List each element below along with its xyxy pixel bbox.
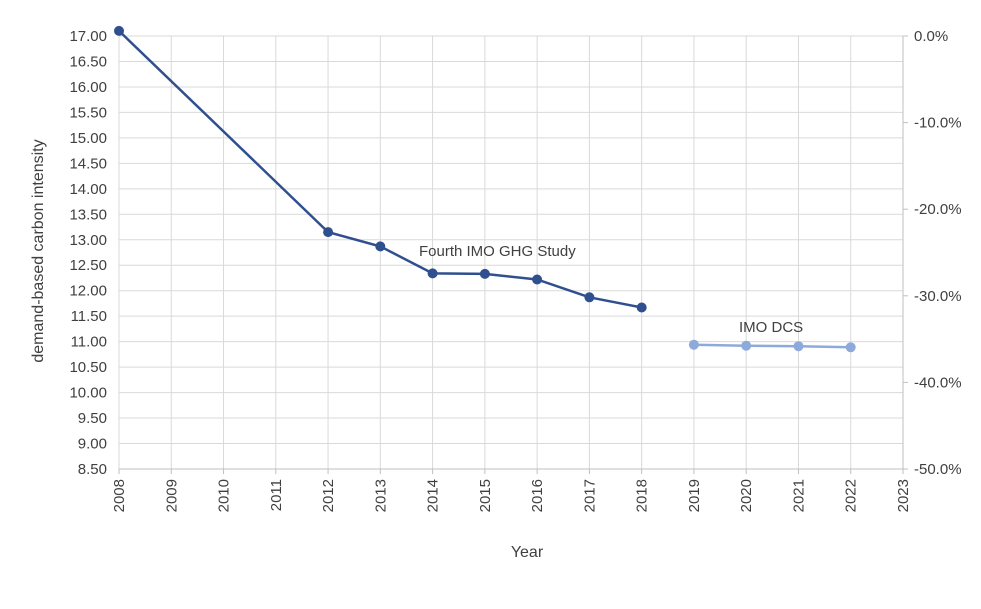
series-line-1 — [693, 343, 851, 349]
x-tick-label: 2014 — [425, 479, 442, 512]
data-point — [584, 292, 595, 303]
y2-tick-label: 0.0% — [914, 28, 948, 45]
x-tick-label: 2019 — [686, 479, 703, 512]
data-point — [845, 342, 856, 353]
y2-tick-label: -10.0% — [914, 115, 962, 132]
series — [114, 25, 856, 353]
y-tick-label: 17.00 — [69, 28, 107, 45]
x-tick-label: 2008 — [111, 479, 128, 512]
data-point — [793, 341, 804, 352]
series-line-0 — [118, 29, 642, 309]
data-point — [636, 302, 647, 313]
y-tick-label: 14.00 — [69, 181, 107, 198]
y2-tick-label: -30.0% — [914, 288, 962, 305]
grid — [118, 35, 904, 470]
data-point — [688, 339, 699, 350]
y2-tick-label: -50.0% — [914, 461, 962, 478]
y-tick-label: 13.50 — [69, 206, 107, 223]
x-tick-label: 2009 — [163, 479, 180, 512]
y-tick-label: 16.00 — [69, 79, 107, 96]
y-tick-label: 15.00 — [69, 130, 107, 147]
x-tick-label: 2016 — [529, 479, 546, 512]
series-label-fourth-imo-ghg-study: Fourth IMO GHG Study — [419, 243, 576, 260]
y-tick-label: 12.00 — [69, 283, 107, 300]
y2-tick-label: -40.0% — [914, 374, 962, 391]
x-tick-label: 2013 — [372, 479, 389, 512]
y-axis-title: demand-based carbon intensity — [30, 139, 47, 362]
data-point — [114, 25, 124, 36]
labels: Year demand-based carbon intensity Fourt… — [30, 139, 803, 561]
x-tick-label: 2010 — [216, 479, 233, 512]
x-tick-label: 2021 — [790, 479, 807, 512]
y-tick-label: 13.00 — [69, 232, 107, 249]
x-tick-label: 2022 — [843, 479, 860, 512]
x-tick-label: 2023 — [895, 479, 912, 512]
y-tick-label: 9.50 — [78, 410, 107, 427]
x-tick-label: 2020 — [738, 479, 755, 512]
x-tick-label: 2012 — [320, 479, 337, 512]
y-tick-label: 14.50 — [69, 155, 107, 172]
y-tick-label: 12.50 — [69, 257, 107, 274]
x-tick-label: 2017 — [581, 479, 598, 512]
data-point — [532, 274, 543, 285]
y-tick-label: 10.50 — [69, 359, 107, 376]
data-point — [427, 268, 438, 279]
y-tick-label: 8.50 — [78, 461, 107, 478]
series-label-imo-dcs: IMO DCS — [739, 319, 803, 336]
y-tick-label: 11.50 — [71, 308, 107, 325]
y-tick-label: 16.50 — [69, 53, 107, 70]
x-tick-label: 2011 — [268, 479, 285, 511]
y-tick-label: 9.00 — [78, 436, 107, 453]
data-point — [375, 241, 386, 252]
x-axis-title: Year — [511, 544, 544, 561]
y-tick-label: 11.00 — [71, 334, 107, 351]
x-tick-label: 2015 — [477, 479, 494, 512]
axes: 8.50 9.00 9.50 10.00 10.50 11.00 11.50 12.00 12.… — [69, 28, 961, 512]
y-tick-label: 15.50 — [69, 104, 107, 121]
data-point — [741, 340, 752, 351]
y-tick-label: 10.00 — [69, 385, 107, 402]
data-point — [323, 227, 334, 238]
x-tick-label: 2018 — [634, 479, 651, 512]
data-point — [479, 268, 490, 279]
y2-tick-label: -20.0% — [914, 201, 962, 218]
